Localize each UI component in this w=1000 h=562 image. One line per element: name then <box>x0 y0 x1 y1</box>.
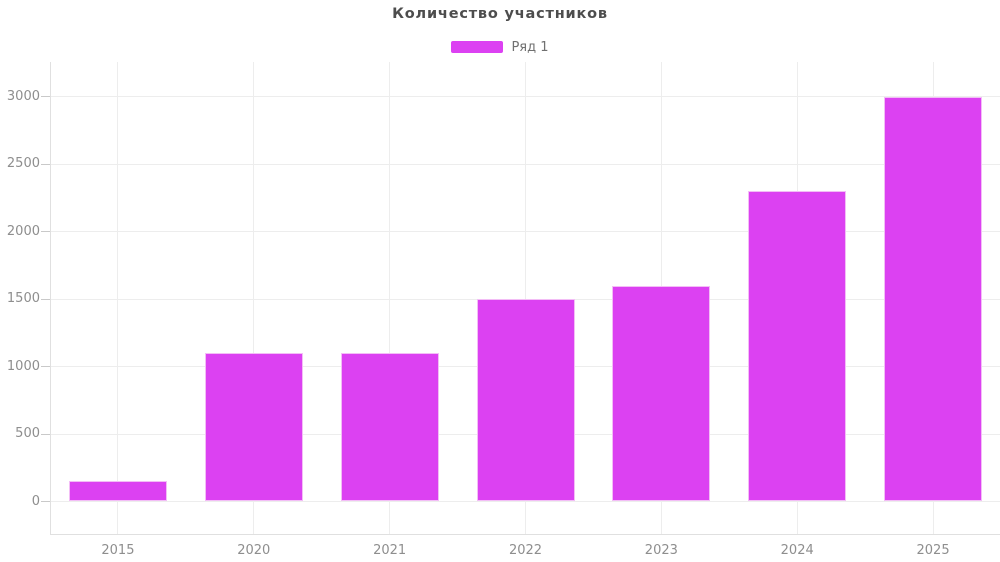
y-axis-tick <box>41 366 50 368</box>
bar-2024[interactable] <box>748 191 847 502</box>
x-axis-label: 2025 <box>916 543 950 558</box>
y-axis-tick <box>41 298 50 300</box>
x-axis-label: 2023 <box>644 543 678 558</box>
legend: Ряд 1 <box>0 38 1000 56</box>
x-axis-label: 2020 <box>237 543 271 558</box>
chart-title: Количество участников <box>392 6 608 22</box>
legend-swatch-icon <box>451 41 504 53</box>
bar-2025[interactable] <box>884 96 983 502</box>
y-axis-label: 0 <box>31 493 40 509</box>
x-axis-label: 2021 <box>373 543 407 558</box>
x-axis-label: 2024 <box>780 543 814 558</box>
bar-2023[interactable] <box>612 285 711 502</box>
x-gridline <box>389 62 391 534</box>
y-axis-line <box>49 62 51 534</box>
y-axis-tick <box>41 231 50 233</box>
y-axis-label: 1500 <box>6 291 40 307</box>
bar-2015[interactable] <box>68 481 167 502</box>
y-axis-tick <box>41 501 50 502</box>
x-axis-label: 2015 <box>101 543 135 558</box>
bar-2022[interactable] <box>476 299 575 502</box>
y-axis-tick <box>41 433 50 435</box>
legend-item-series-1[interactable]: Ряд 1 <box>451 39 549 55</box>
y-axis-tick <box>41 96 50 98</box>
y-axis-label: 2000 <box>6 223 40 239</box>
y-axis-tick <box>41 163 50 165</box>
y-axis-label: 3000 <box>6 88 40 104</box>
x-gridline <box>525 62 526 534</box>
x-gridline <box>253 62 255 534</box>
x-gridline <box>117 62 119 534</box>
y-axis-label: 500 <box>15 426 40 442</box>
y-axis-label: 1000 <box>6 358 40 374</box>
legend-label: Ряд 1 <box>511 39 549 55</box>
bar-2021[interactable] <box>340 353 439 502</box>
y-axis-label: 2500 <box>6 156 40 172</box>
x-axis-label: 2022 <box>508 543 543 558</box>
bar-2020[interactable] <box>204 353 303 502</box>
x-axis-line <box>50 533 1000 535</box>
